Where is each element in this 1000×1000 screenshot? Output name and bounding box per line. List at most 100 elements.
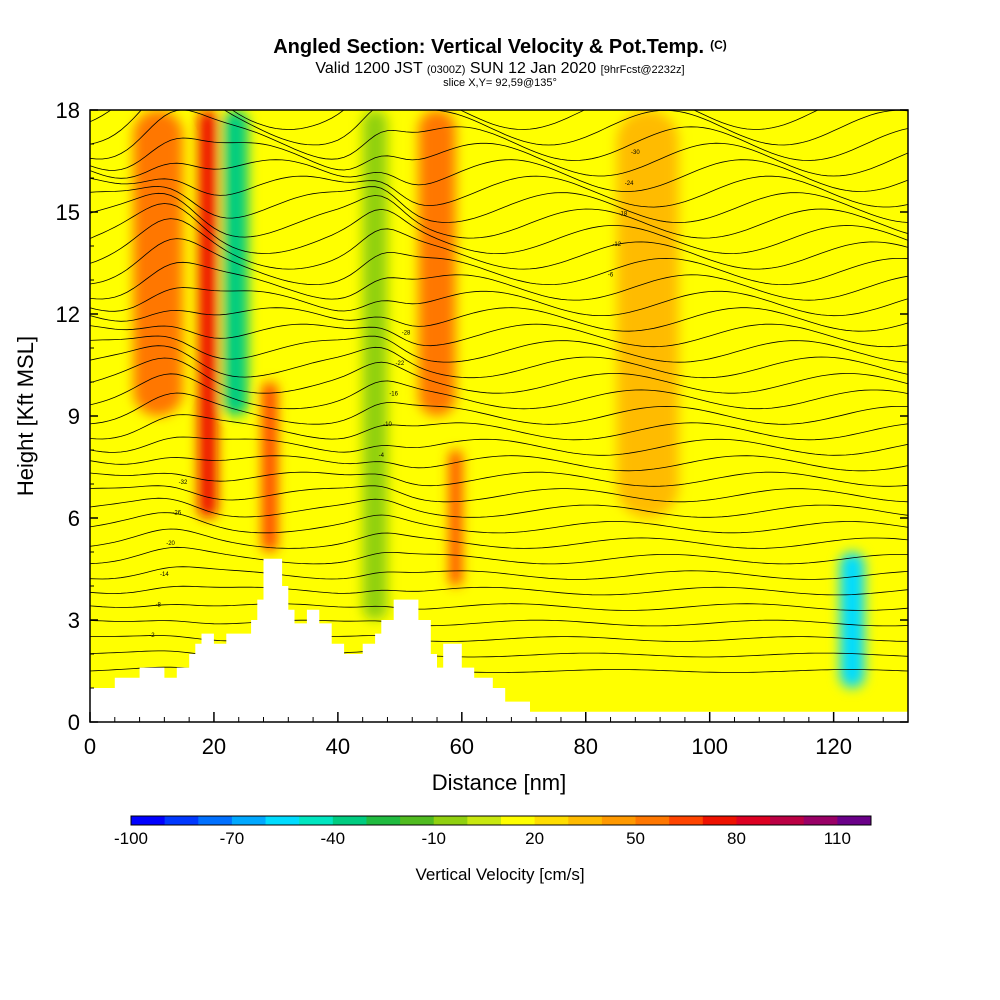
theta-contour <box>90 414 908 441</box>
contour-label: -22 <box>396 361 405 367</box>
contour-label: -4 <box>379 453 385 459</box>
theta-contour <box>90 585 908 596</box>
contour-label: -2 <box>149 633 155 639</box>
y-tick-label: 3 <box>68 608 80 633</box>
potential-temperature-contours: -2 -4 -6 -8 -10 -12 -14 -16 -18 -20 -22 -24 -26 -28 -3… <box>90 110 908 673</box>
velocity-band-1 <box>198 110 218 518</box>
y-tick-label: 12 <box>56 302 80 327</box>
velocity-band-5 <box>418 110 456 416</box>
theta-contour <box>90 373 908 410</box>
colorbar-swatch <box>198 816 233 825</box>
contour-label: -30 <box>631 150 640 156</box>
contour-label: -16 <box>389 392 398 398</box>
x-tick-label: 80 <box>574 734 598 759</box>
theta-contour <box>90 528 908 549</box>
theta-contour <box>90 345 908 379</box>
colorbar-swatch <box>400 816 435 825</box>
contour-label: -6 <box>608 273 614 279</box>
x-axis-label: Distance [nm] <box>432 770 567 795</box>
contour-label: -26 <box>172 511 181 517</box>
contour-label: -18 <box>619 211 628 217</box>
theta-contour <box>90 307 908 332</box>
x-tick-label: 0 <box>84 734 96 759</box>
valid-time: Valid 1200 JST <box>315 60 423 77</box>
theta-contour <box>90 455 908 472</box>
velocity-band-0 <box>133 110 183 416</box>
y-tick-label: 9 <box>68 404 80 429</box>
velocity-band-6 <box>449 450 462 586</box>
theta-contour <box>90 471 908 487</box>
colorbar-swatch <box>770 816 805 825</box>
theta-contour <box>90 218 908 270</box>
slice-info: slice X,Y= 92,59@135° <box>443 77 557 89</box>
contour-label: -12 <box>612 242 621 248</box>
theta-contour <box>90 238 908 286</box>
colorbar-swatch <box>501 816 536 825</box>
colorbar-label: -100 <box>114 829 148 848</box>
theta-contour <box>90 512 908 534</box>
colorbar-swatch <box>299 816 334 825</box>
y-axis-label: Height [Kft MSL] <box>13 336 38 496</box>
colorbar-label: 50 <box>626 829 645 848</box>
theta-contour <box>90 192 908 239</box>
theta-contour <box>90 287 908 317</box>
contour-label: -8 <box>155 602 161 608</box>
valid-date: SUN 12 Jan 2020 <box>469 60 597 77</box>
colorbar-label: -40 <box>321 829 346 848</box>
colorbar-swatch <box>164 816 199 825</box>
colorbar-swatch <box>803 816 838 825</box>
velocity-band-3 <box>261 382 278 552</box>
colorbar-label: 80 <box>727 829 746 848</box>
colorbar-label: 20 <box>525 829 544 848</box>
theta-contour <box>90 261 908 301</box>
theta-contour <box>90 203 908 255</box>
colorbar-frame <box>130 815 872 826</box>
colorbar-swatch <box>231 816 267 825</box>
contour-label: -32 <box>179 480 188 486</box>
chart-title-units: (C) <box>710 38 727 52</box>
colorbar-swatch <box>433 816 468 825</box>
colorbar-swatch <box>736 816 771 825</box>
theta-contour <box>90 603 908 611</box>
chart-title-main: Angled Section: Vertical Velocity & Pot.… <box>273 36 705 58</box>
contour-label: -20 <box>166 541 175 547</box>
theta-contour <box>90 335 908 363</box>
chart-subtitle: Valid 1200 JST (0300Z) SUN 12 Jan 2020 [… <box>0 60 1000 78</box>
chart-title: Angled Section: Vertical Velocity & Pot.… <box>0 36 1000 59</box>
colorbar-swatch <box>265 816 300 825</box>
y-tick-label: 0 <box>68 710 80 735</box>
y-tick-label: 6 <box>68 506 80 531</box>
x-tick-label: 20 <box>202 734 226 759</box>
velocity-band-4 <box>362 110 388 620</box>
theta-contour <box>90 392 908 425</box>
theta-contour <box>90 546 908 565</box>
theta-contour <box>90 110 908 161</box>
theta-contour <box>90 566 908 580</box>
theta-contour <box>90 159 908 192</box>
colorbar-swatch <box>568 816 603 825</box>
theta-contour <box>90 357 908 394</box>
contour-label: -28 <box>402 330 411 336</box>
y-tick-label: 15 <box>56 200 80 225</box>
theta-contour <box>90 175 908 208</box>
colorbar-swatch <box>131 816 166 825</box>
theta-contour <box>90 110 819 130</box>
x-tick-label: 60 <box>450 734 474 759</box>
x-tick-label: 120 <box>815 734 852 759</box>
colorbar-swatch <box>366 816 401 825</box>
terrain-shape <box>90 558 908 722</box>
valid-zulu: (0300Z) <box>426 64 466 76</box>
theta-contour <box>90 323 908 348</box>
colorbar-swatch <box>702 816 737 825</box>
colorbar-label: -70 <box>220 829 245 848</box>
contour-label: -14 <box>160 572 169 578</box>
colorbar-title: Vertical Velocity [cm/s] <box>415 865 584 884</box>
colorbar-swatch <box>467 816 502 825</box>
theta-contour <box>90 137 908 177</box>
x-tick-label: 40 <box>326 734 350 759</box>
colorbar: -100 -70 -40 -10 20 50 80 110 <box>114 815 872 848</box>
vertical-velocity-field <box>90 110 908 722</box>
contour-label: -10 <box>383 422 392 428</box>
colorbar-swatch <box>837 816 872 825</box>
